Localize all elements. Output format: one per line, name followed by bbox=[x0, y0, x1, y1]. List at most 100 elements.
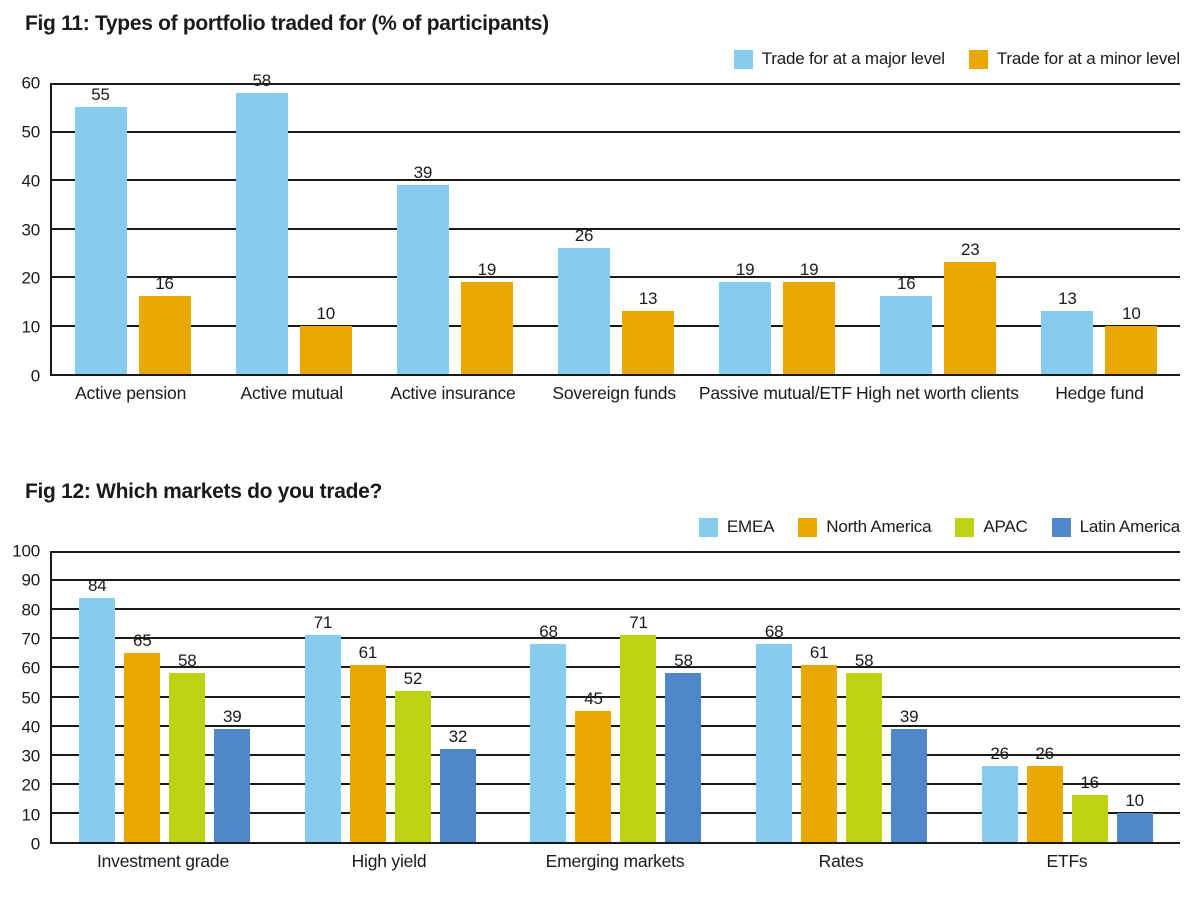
gridline bbox=[52, 579, 1180, 582]
bar bbox=[891, 728, 928, 842]
gridlines bbox=[52, 551, 1180, 842]
gridline bbox=[52, 179, 1180, 182]
bar-column: 13 bbox=[621, 83, 674, 374]
bar-value-label: 71 bbox=[313, 613, 333, 633]
y-tick-label: 60 bbox=[21, 658, 40, 678]
bar-value-label: 58 bbox=[854, 651, 874, 671]
gridline bbox=[52, 130, 1180, 133]
bar bbox=[530, 644, 567, 842]
bar-column: 58 bbox=[846, 551, 883, 842]
bar-column: 71 bbox=[304, 551, 341, 842]
bar bbox=[621, 310, 674, 374]
bar bbox=[396, 184, 449, 374]
y-tick-label: 60 bbox=[21, 73, 40, 93]
figure-11: Fig 11: Types of portfolio traded for (%… bbox=[0, 0, 1200, 404]
legend-label: North America bbox=[826, 517, 932, 536]
x-category-label: High net worth clients bbox=[855, 383, 1019, 403]
plot-area: 84 65 58 39 71 61 52 32 68 45 71 58 68 61 58 39 26 26 16 10 bbox=[50, 551, 1180, 844]
bar-column: 58 bbox=[235, 72, 288, 374]
gridline bbox=[52, 811, 1180, 814]
y-tick-label: 0 bbox=[30, 366, 40, 386]
gridline bbox=[52, 753, 1180, 756]
bar-column: 39 bbox=[891, 551, 928, 842]
gridline bbox=[52, 227, 1180, 230]
bar-value-label: 16 bbox=[1080, 773, 1099, 793]
bar-value-label: 39 bbox=[899, 706, 919, 726]
y-axis: 0 10 20 30 40 50 60 70 80 90 100 bbox=[0, 543, 40, 853]
legend-swatch-icon bbox=[698, 517, 718, 537]
bar-value-label: 16 bbox=[155, 274, 174, 294]
bar-column: 13 bbox=[1041, 83, 1094, 374]
plot-area: 55 16 58 10 39 19 26 13 19 19 16 23 13 10 bbox=[50, 72, 1180, 376]
bar-group: 13 10 bbox=[1019, 83, 1180, 374]
bar bbox=[79, 597, 116, 842]
bar bbox=[1041, 310, 1094, 374]
bar-value-label: 61 bbox=[358, 642, 378, 662]
bar-groups: 84 65 58 39 71 61 52 32 68 45 71 58 68 61 58 39 26 26 16 10 bbox=[52, 551, 1180, 842]
gridline bbox=[52, 276, 1180, 279]
bar-value-label: 32 bbox=[448, 726, 468, 746]
bar bbox=[846, 673, 883, 842]
legend-item: EMEA bbox=[698, 517, 775, 537]
bar bbox=[620, 635, 657, 842]
bar-group: 26 26 16 10 bbox=[954, 551, 1180, 842]
y-tick-label: 100 bbox=[12, 541, 40, 561]
bar-value-label: 58 bbox=[178, 651, 197, 671]
legend-label: EMEA bbox=[726, 517, 775, 536]
y-tick-label: 40 bbox=[21, 717, 40, 737]
y-tick-label: 90 bbox=[21, 570, 40, 590]
bar bbox=[801, 664, 838, 842]
bar bbox=[1071, 795, 1108, 842]
bar-column: 16 bbox=[1071, 551, 1108, 842]
bar-column: 26 bbox=[1026, 551, 1063, 842]
bar-value-label: 13 bbox=[638, 288, 658, 308]
bar-value-label: 23 bbox=[961, 240, 980, 260]
y-tick-label: 40 bbox=[21, 171, 40, 191]
y-tick-label: 50 bbox=[21, 688, 40, 707]
legend-label: Trade for at a minor level bbox=[996, 49, 1180, 68]
legend-label: Trade for at a major level bbox=[761, 49, 945, 68]
bar bbox=[349, 664, 386, 842]
bar-value-label: 19 bbox=[735, 259, 755, 279]
bar-column: 68 bbox=[756, 551, 793, 842]
bar-value-label: 71 bbox=[629, 613, 648, 633]
bar-value-label: 39 bbox=[223, 706, 242, 726]
bar-value-label: 45 bbox=[584, 689, 603, 709]
gridline bbox=[52, 666, 1180, 669]
bar-group: 68 45 71 58 bbox=[503, 551, 729, 842]
bar-value-label: 39 bbox=[413, 162, 433, 182]
y-tick-label: 80 bbox=[21, 600, 40, 620]
bar bbox=[124, 652, 161, 842]
chart-title: Fig 11: Types of portfolio traded for (%… bbox=[25, 12, 549, 35]
bar bbox=[74, 107, 127, 374]
legend-swatch-icon bbox=[733, 49, 753, 69]
gridline bbox=[52, 724, 1180, 727]
bar-group: 58 10 bbox=[213, 72, 374, 374]
bar bbox=[719, 281, 772, 374]
bar-value-label: 26 bbox=[574, 225, 594, 245]
x-category-label: Investment grade bbox=[96, 851, 229, 871]
bar-value-label: 19 bbox=[477, 259, 497, 279]
legend-swatch-icon bbox=[968, 49, 988, 69]
bar bbox=[138, 296, 191, 374]
gridline bbox=[52, 782, 1180, 785]
bar bbox=[944, 262, 997, 374]
bar-column: 19 bbox=[719, 83, 772, 374]
bar-value-label: 65 bbox=[133, 630, 152, 650]
bar bbox=[394, 690, 431, 842]
bar-column: 16 bbox=[880, 83, 933, 374]
bar-column: 68 bbox=[530, 551, 567, 842]
bar-value-label: 10 bbox=[1125, 790, 1144, 810]
bar-value-label: 10 bbox=[316, 303, 335, 323]
bar-column: 16 bbox=[138, 83, 191, 374]
legend: Trade for at a major level Trade for at a… bbox=[0, 49, 1180, 69]
bar-column: 61 bbox=[801, 551, 838, 842]
bar-group: 84 65 58 39 bbox=[52, 551, 278, 842]
legend-item: Trade for at a minor level bbox=[968, 49, 1180, 69]
legend-item: North America bbox=[798, 517, 932, 537]
bar bbox=[439, 748, 476, 842]
bar-value-label: 10 bbox=[1122, 303, 1141, 323]
bar bbox=[304, 635, 341, 842]
bar-value-label: 19 bbox=[799, 259, 819, 279]
bar-value-label: 61 bbox=[809, 642, 829, 662]
